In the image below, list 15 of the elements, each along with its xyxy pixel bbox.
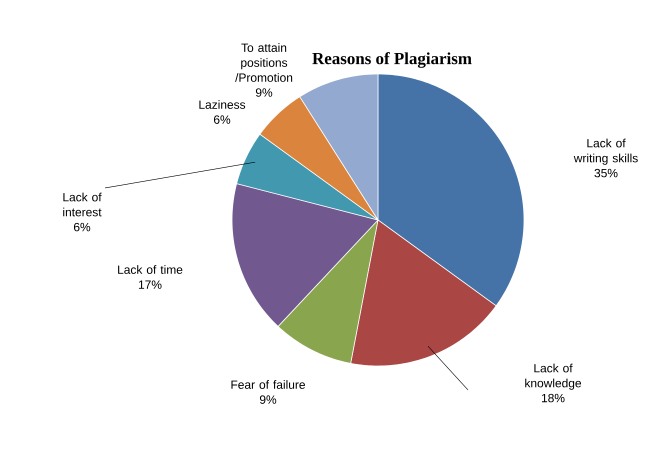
slice-label: Lack of knowledge	[525, 364, 582, 390]
data-label: 6%	[74, 222, 90, 232]
slice-label: Laziness	[199, 100, 246, 109]
data-label: 6%	[214, 115, 230, 124]
text: Reasons of Plagiarism	[312, 52, 472, 68]
slice-label: Fear of failure	[231, 380, 305, 389]
slice-label: Lack of time	[118, 265, 182, 274]
data-label: 35%	[594, 168, 618, 178]
slice-label: To attain positions /Promotion	[235, 43, 292, 82]
data-label: 9%	[260, 395, 276, 404]
slice-label: Lack of writing skills	[574, 138, 638, 165]
data-label: 18%	[542, 394, 565, 402]
slice-label: Lack of interest	[63, 192, 102, 216]
data-label: 17%	[138, 280, 162, 289]
data-label: 9%	[256, 88, 272, 97]
